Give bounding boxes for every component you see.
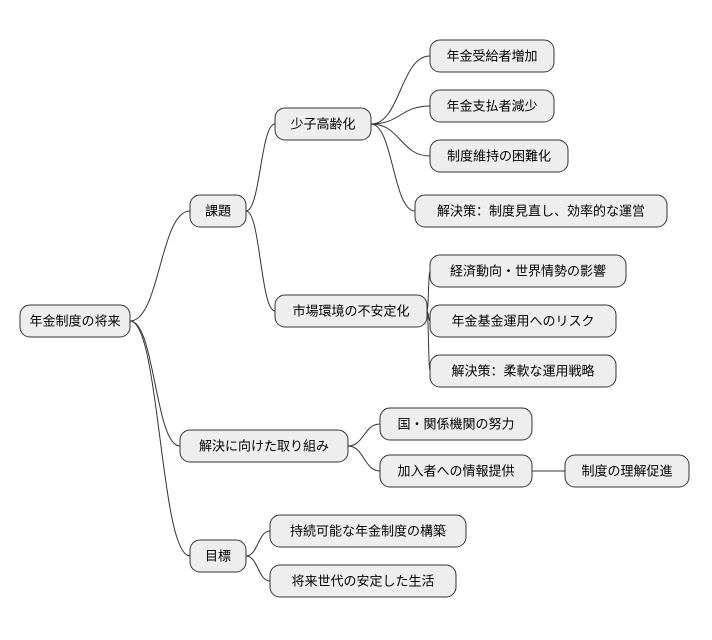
node-label-n1a: 少子高齢化 [290,116,355,131]
node-n1a4: 解決策：制度見直し、効率的な運営 [415,195,667,227]
node-n1a1: 年金受給者増加 [430,40,554,72]
node-n1a: 少子高齢化 [275,108,371,140]
node-n1a2: 年金支払者減少 [430,90,554,122]
node-label-n3: 目標 [205,548,231,563]
node-n1b2: 年金基金運用へのリスク [430,305,616,337]
node-root: 年金制度の将来 [20,305,130,337]
node-n2: 解決に向けた取り組み [180,430,348,462]
node-n1a3: 制度維持の困難化 [430,140,568,172]
node-label-n3b: 将来世代の安定した生活 [291,573,434,588]
node-label-n1: 課題 [205,203,231,218]
edge-root-n2 [130,321,180,446]
edge-n1a-n1a3 [371,124,430,156]
node-n1b: 市場環境の不安定化 [275,295,427,327]
node-label-n1b2: 年金基金運用へのリスク [451,313,594,328]
node-label-n1b1: 経済動向・世界情勢の影響 [450,263,606,278]
edge-n1a-n1a4 [371,124,415,211]
mindmap-canvas: 年金制度の将来 課題解決に向けた取り組み目標 少子高齢化市場環境の不安定化 年金受給者… [0,0,712,640]
node-n1b3: 解決策：柔軟な運用戦略 [430,355,616,387]
node-label-root: 年金制度の将来 [29,313,120,328]
edge-n2-n2a [348,424,380,446]
node-label-n2b: 加入者への情報提供 [397,463,514,478]
node-n3: 目標 [190,540,246,572]
node-label-n1a1: 年金受給者増加 [446,48,537,63]
node-label-n1a3: 制度維持の困難化 [447,148,551,163]
edge-n3-n3b [246,556,270,581]
edge-n1-n1b [246,211,275,311]
node-n3a: 持続可能な年金制度の構築 [270,515,466,547]
node-label-n3a: 持続可能な年金制度の構築 [290,523,446,538]
node-label-n2b1: 制度の理解促進 [581,463,672,478]
edge-n1-n1a [246,124,275,211]
node-n1b1: 経済動向・世界情勢の影響 [430,255,626,287]
node-label-n1b3: 解決策：柔軟な運用戦略 [451,363,594,378]
node-label-n2a: 国・関係機関の努力 [397,416,514,431]
node-n2a: 国・関係機関の努力 [380,408,532,440]
edge-root-n1 [130,211,190,321]
node-n3b: 将来世代の安定した生活 [270,565,456,597]
node-n2b: 加入者への情報提供 [380,455,532,487]
node-label-n1a2: 年金支払者減少 [446,98,537,113]
edge-n3-n3a [246,531,270,556]
node-label-n1a4: 解決策：制度見直し、効率的な運営 [437,203,645,218]
node-n1: 課題 [190,195,246,227]
node-n2b1: 制度の理解促進 [565,455,689,487]
nodes-layer: 年金制度の将来 課題解決に向けた取り組み目標 少子高齢化市場環境の不安定化 年金受給者… [20,40,689,597]
edge-n1a-n1a1 [371,56,430,124]
edge-n2-n2b [348,446,380,471]
node-label-n1b: 市場環境の不安定化 [292,303,409,318]
node-label-n2: 解決に向けた取り組み [199,438,329,453]
